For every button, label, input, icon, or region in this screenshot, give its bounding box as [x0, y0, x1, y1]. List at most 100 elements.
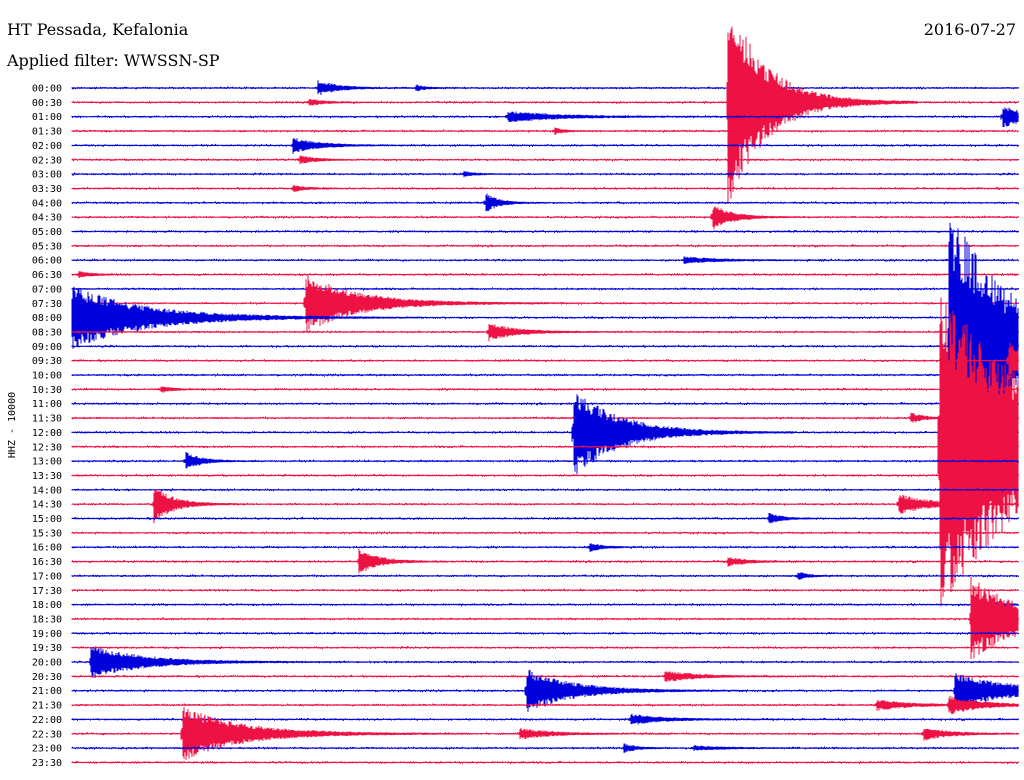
row-time-label: 02:00 — [32, 141, 62, 152]
trace-row-2100 — [71, 669, 1019, 712]
trace-row-1700 — [71, 572, 1019, 580]
trace-row-1600 — [71, 543, 1019, 552]
row-time-label: 02:30 — [32, 155, 62, 166]
row-time-label: 20:30 — [32, 672, 62, 683]
trace-row-0530 — [71, 244, 1019, 248]
trace-row-0700 — [71, 287, 1019, 291]
trace-row-0100 — [71, 107, 1019, 127]
row-time-label: 13:30 — [32, 471, 62, 482]
trace-row-0200 — [71, 138, 1019, 154]
trace-row-0630 — [71, 271, 1019, 278]
trace-row-1530 — [71, 531, 1019, 535]
row-time-label: 21:00 — [32, 686, 62, 697]
row-time-label: 16:30 — [32, 557, 62, 568]
row-time-label: 10:00 — [32, 371, 62, 382]
trace-row-1630 — [71, 548, 1019, 574]
station-title: HT Pessada, Kefalonia — [7, 20, 189, 39]
row-time-label: 22:00 — [32, 715, 62, 726]
trace-row-1300 — [71, 452, 1019, 469]
trace-row-2300 — [71, 743, 1019, 753]
row-time-label: 23:00 — [32, 744, 62, 755]
trace-row-2000 — [71, 647, 1019, 678]
row-time-label: 08:30 — [32, 327, 62, 338]
row-time-label: 19:30 — [32, 643, 62, 654]
row-time-label: 17:00 — [32, 571, 62, 582]
row-time-label: 15:30 — [32, 528, 62, 539]
trace-row-0030 — [71, 26, 1019, 204]
trace-row-0730 — [71, 275, 1019, 332]
trace-row-0300 — [71, 171, 1019, 178]
trace-row-1730 — [71, 588, 1019, 592]
row-time-label: 11:00 — [32, 399, 62, 410]
row-time-label: 07:30 — [32, 299, 62, 310]
row-time-label: 11:30 — [32, 414, 62, 425]
row-time-label: 07:00 — [32, 284, 62, 295]
trace-row-0230 — [71, 155, 1019, 165]
row-time-label: 06:30 — [32, 270, 62, 281]
row-time-label: 00:30 — [32, 98, 62, 109]
trace-row-2230 — [71, 707, 1019, 760]
row-time-label: 15:00 — [32, 514, 62, 525]
row-time-label: 05:00 — [32, 227, 62, 238]
row-time-label: 03:30 — [32, 184, 62, 195]
trace-row-0330 — [71, 184, 1019, 192]
row-time-label: 09:00 — [32, 342, 62, 353]
trace-row-0130 — [71, 127, 1019, 135]
trace-row-1900 — [71, 631, 1019, 635]
row-label-group: 00:00 00:30 01:00 01:30 02:00 02:30 03:00 03:30… — [32, 84, 62, 769]
trace-row-0400 — [71, 193, 1019, 212]
plot-date: 2016-07-27 — [923, 20, 1016, 39]
trace-row-0900 — [71, 222, 1019, 487]
trace-row-1930 — [71, 646, 1019, 650]
row-time-label: 21:30 — [32, 701, 62, 712]
y-axis-label: HHZ - 10000 — [7, 392, 18, 458]
row-time-label: 23:30 — [32, 758, 62, 769]
trace-group — [71, 26, 1019, 765]
trace-row-1330 — [71, 473, 1019, 477]
trace-row-0830 — [71, 324, 1019, 342]
trace-row-0430 — [71, 206, 1019, 230]
trace-row-1500 — [71, 513, 1019, 524]
trace-row-1000 — [71, 373, 1019, 377]
trace-row-1100 — [71, 402, 1019, 406]
row-time-label: 18:30 — [32, 614, 62, 625]
trace-row-0930 — [71, 342, 1019, 380]
trace-row-0500 — [71, 229, 1019, 234]
row-time-label: 13:00 — [32, 457, 62, 468]
row-time-label: 09:30 — [32, 356, 62, 367]
row-time-label: 14:00 — [32, 485, 62, 496]
row-time-label: 01:00 — [32, 112, 62, 123]
row-time-label: 16:00 — [32, 543, 62, 554]
row-time-label: 06:00 — [32, 256, 62, 267]
row-time-label: 12:00 — [32, 428, 62, 439]
row-time-label: 04:30 — [32, 213, 62, 224]
trace-row-1200 — [71, 394, 1019, 474]
trace-row-1830 — [71, 576, 1019, 659]
trace-row-1800 — [71, 600, 1019, 610]
row-time-label: 14:30 — [32, 500, 62, 511]
trace-row-0800 — [71, 286, 1019, 349]
trace-row-1030 — [71, 386, 1019, 393]
trace-row-2030 — [71, 671, 1019, 682]
row-time-label: 19:00 — [32, 629, 62, 640]
trace-row-0600 — [71, 256, 1019, 264]
row-time-label: 03:00 — [32, 170, 62, 181]
trace-row-1130 — [71, 412, 1019, 423]
trace-row-2130 — [71, 695, 1019, 715]
row-time-label: 04:00 — [32, 198, 62, 209]
row-time-label: 22:30 — [32, 729, 62, 740]
row-time-label: 05:30 — [32, 241, 62, 252]
trace-row-1430 — [71, 489, 1019, 524]
trace-row-2200 — [71, 713, 1019, 725]
filter-label: Applied filter: WWSSN-SP — [7, 51, 220, 70]
row-time-label: 12:30 — [32, 442, 62, 453]
row-time-label: 20:00 — [32, 658, 62, 669]
row-time-label: 18:00 — [32, 600, 62, 611]
trace-row-1400 — [71, 488, 1019, 492]
row-time-label: 00:00 — [32, 84, 62, 95]
row-time-label: 17:30 — [32, 586, 62, 597]
row-time-label: 01:30 — [32, 127, 62, 138]
trace-row-1230 — [71, 297, 1019, 607]
trace-row-2330 — [71, 760, 1019, 765]
